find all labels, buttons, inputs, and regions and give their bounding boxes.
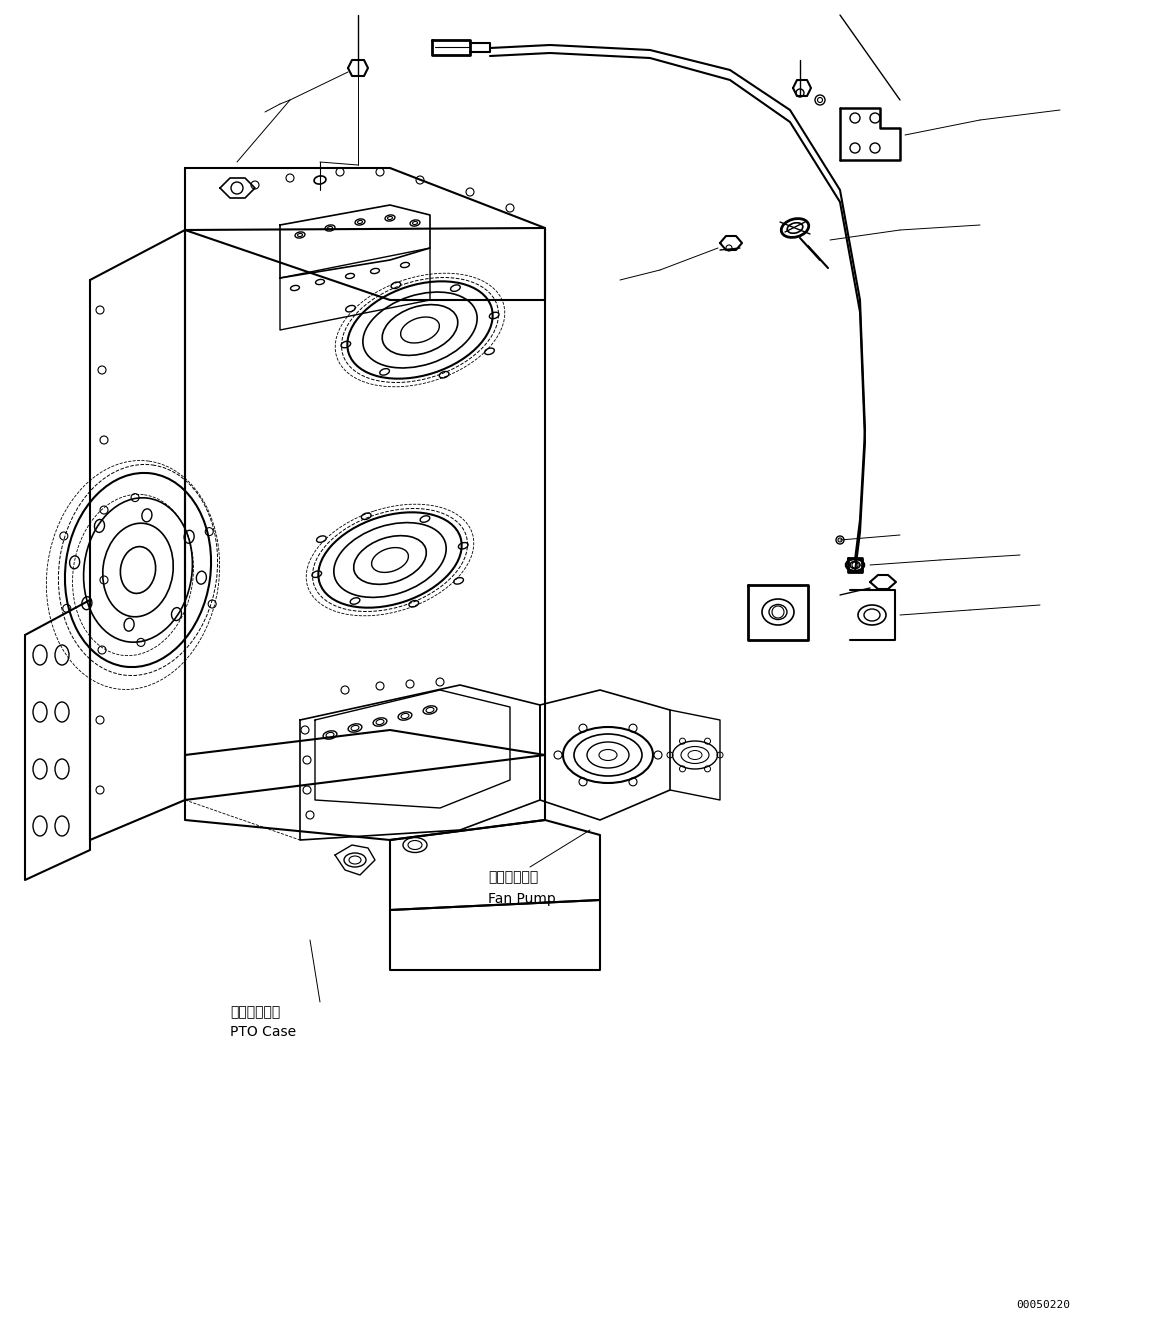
Text: 00050220: 00050220 [1016,1301,1070,1310]
Text: ＰＴＯケース: ＰＴＯケース [230,1005,280,1020]
Text: PTO Case: PTO Case [230,1025,297,1040]
Text: ファンポンプ: ファンポンプ [488,870,538,884]
Text: Fan Pump: Fan Pump [488,892,556,906]
